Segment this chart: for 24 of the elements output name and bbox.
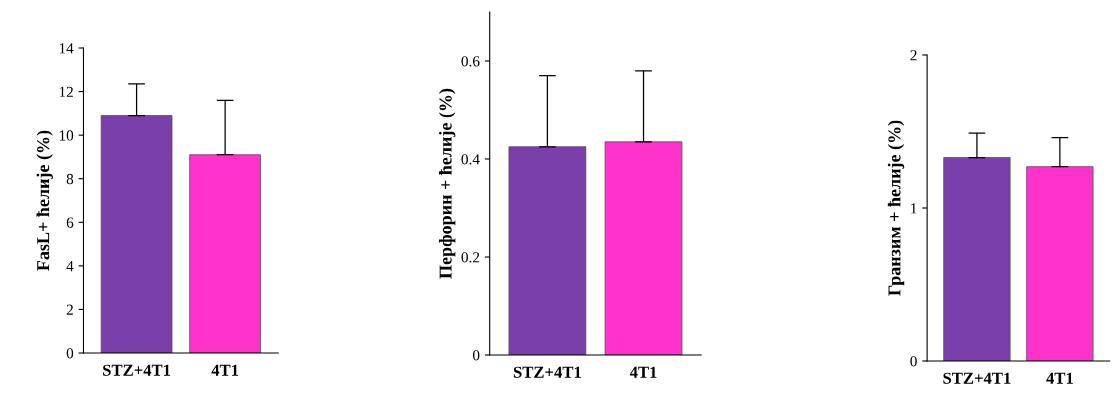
x-tick-label: 4T1 <box>211 364 239 376</box>
y-tick-label: 0 <box>472 350 480 361</box>
x-tick-label: STZ+4T1 <box>513 366 581 378</box>
y-tick-label: 1 <box>911 203 917 214</box>
y-tick-label: 0.2 <box>461 252 480 263</box>
x-tick-label: 4T1 <box>629 366 657 378</box>
y-tick-label: 4 <box>66 261 74 272</box>
y-tick-label: 2 <box>66 304 73 315</box>
y-tick-label: 8 <box>66 173 74 185</box>
y-tick-label: 0.6 <box>461 56 480 67</box>
y-tick-label: 2 <box>910 50 917 61</box>
y-tick-label: 10 <box>59 130 74 141</box>
y-tick-label: 0 <box>910 356 917 367</box>
x-tick-label: 4T1 <box>1046 372 1073 384</box>
y-tick-label: 0 <box>66 348 74 359</box>
y-axis-title: Перфорин + ћелије (%) <box>438 88 456 279</box>
y-axis-title: Гранзим + ћелије (%) <box>887 120 905 296</box>
y-tick-label: 0.4 <box>461 154 480 165</box>
y-tick-label: 12 <box>59 86 73 97</box>
y-tick-label: 14 <box>59 43 74 54</box>
x-tick-label: STZ+4T1 <box>103 364 171 376</box>
y-tick-label: 6 <box>66 217 74 228</box>
y-axis-title: FasL+ ћелије (%) <box>36 130 53 271</box>
x-tick-label: STZ+4T1 <box>943 372 1011 384</box>
